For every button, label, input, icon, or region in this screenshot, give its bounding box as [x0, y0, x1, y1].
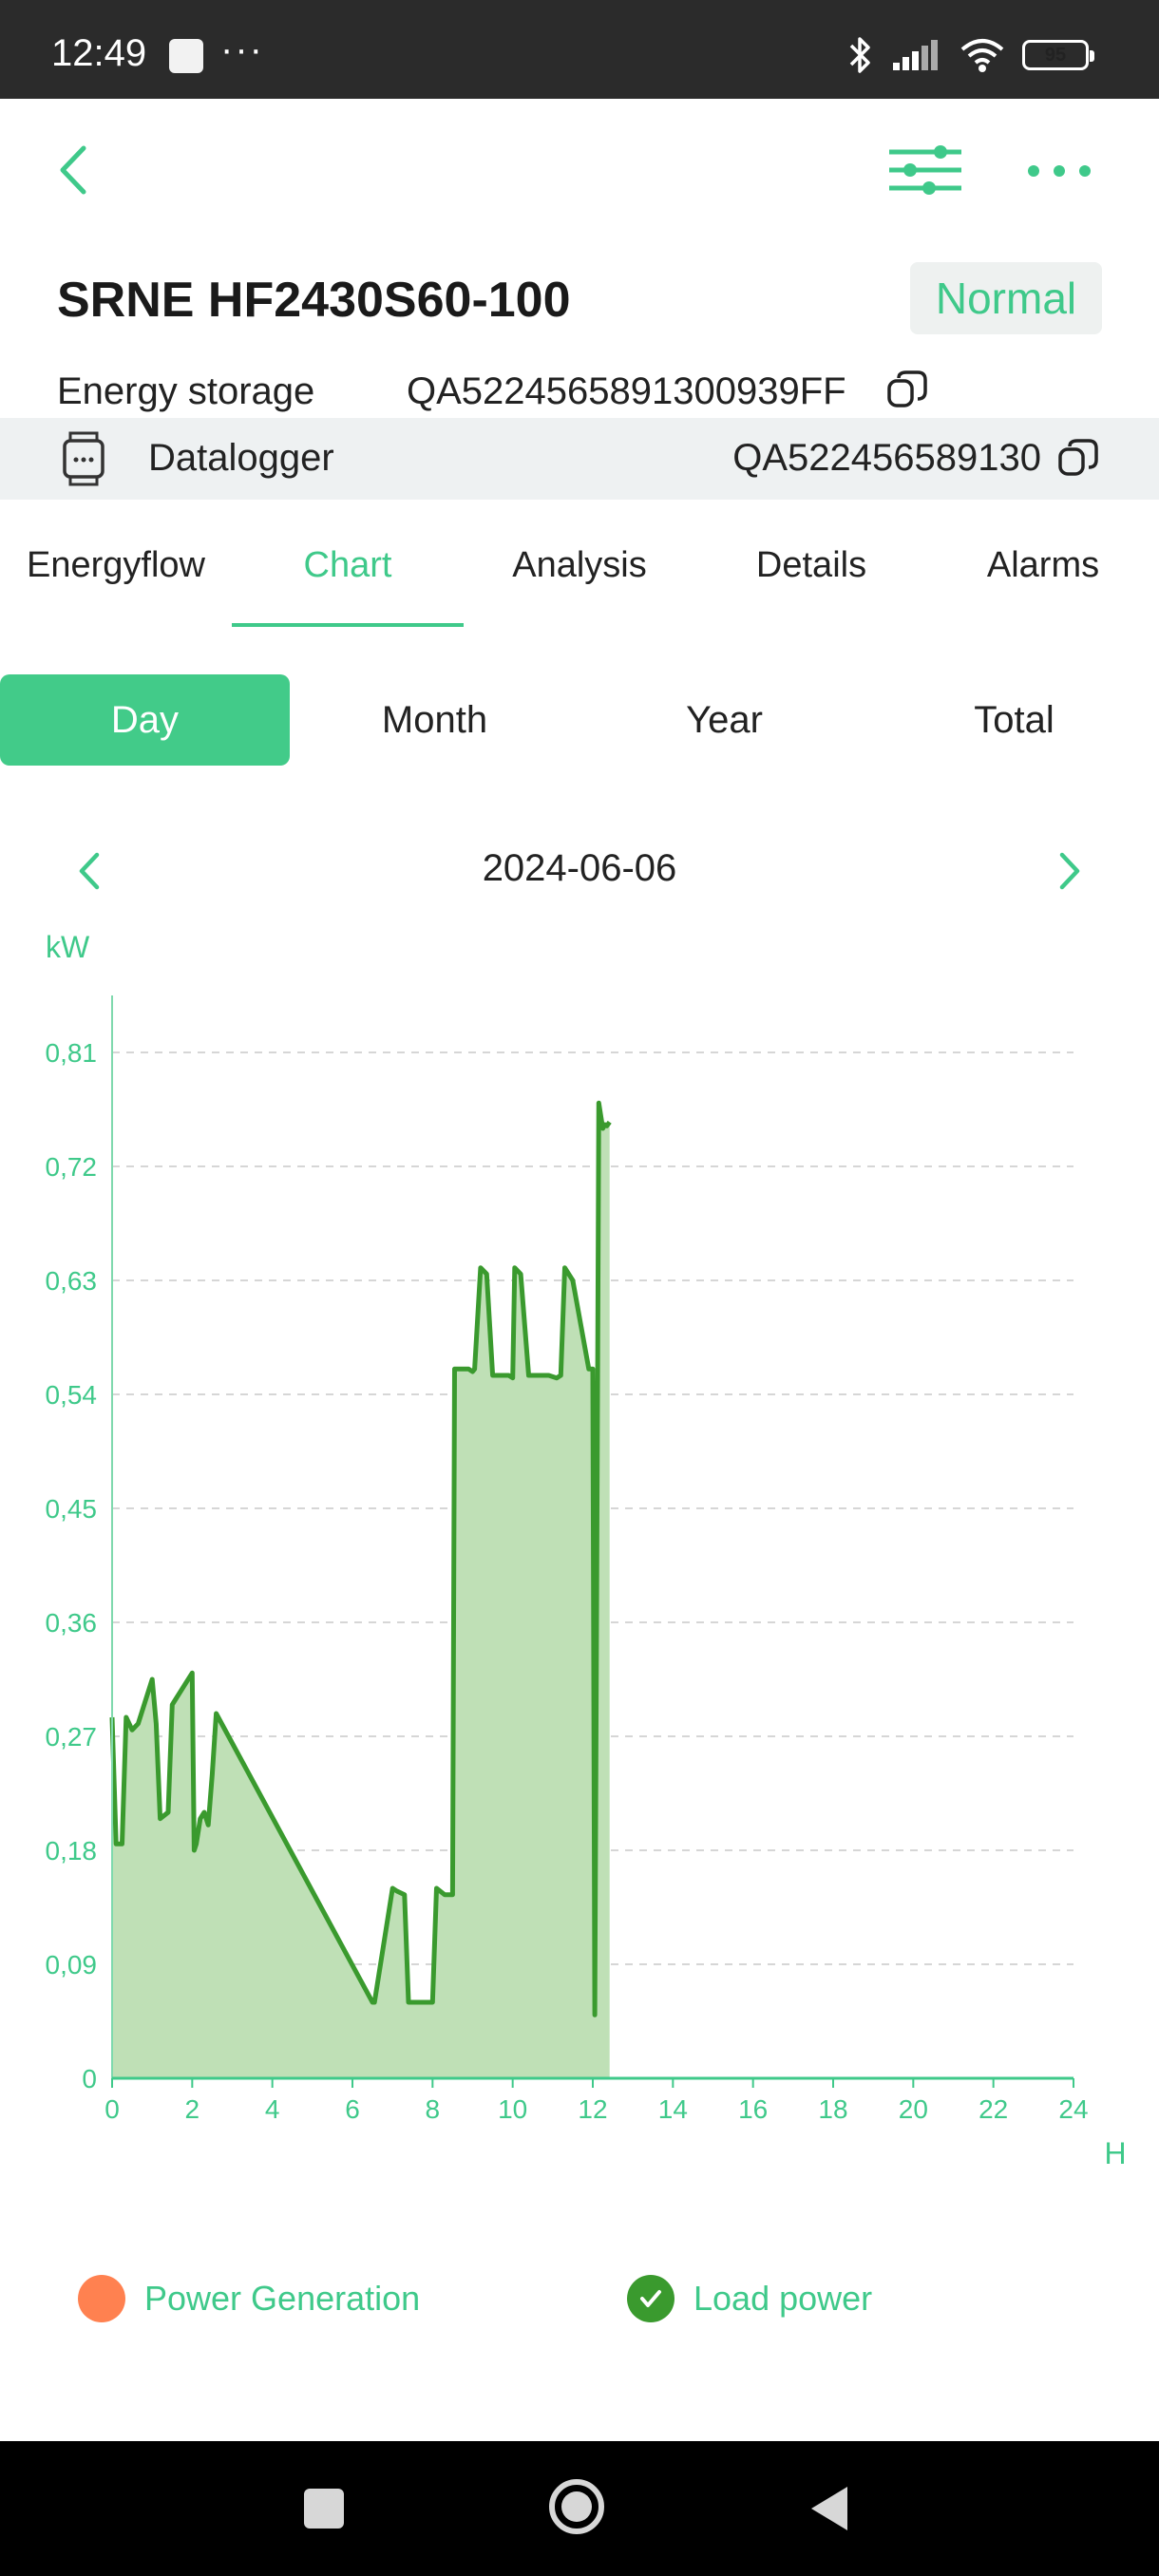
datalogger-serial: QA522456589130 — [732, 437, 1041, 479]
status-bar: 12:49 ··· 95 — [0, 0, 1159, 99]
y-tick-label: 0,36 — [46, 1608, 98, 1638]
legend-load-label: Load power — [694, 2279, 873, 2318]
system-nav-bar — [0, 2441, 1159, 2576]
y-tick-label: 0,09 — [46, 1950, 98, 1979]
x-tick-label: 14 — [658, 2094, 688, 2124]
tab-alarms[interactable]: Alarms — [986, 545, 1100, 585]
y-tick-label: 0,63 — [46, 1266, 98, 1296]
device-title: SRNE HF2430S60-100 — [57, 273, 571, 328]
energy-storage-label: Energy storage — [57, 370, 315, 412]
chart-svg: kW 0 0,09 0,18 0,27 0,36 0,45 0,54 0,63 0,72 0,81 0… — [46, 930, 1127, 2170]
next-date-icon[interactable] — [1051, 845, 1089, 897]
datalogger-row: Datalogger QA522456589130 — [0, 418, 1159, 500]
home-button[interactable] — [547, 2477, 606, 2536]
load-power-area — [112, 1103, 610, 2078]
x-tick-label: 22 — [978, 2094, 1008, 2124]
battery-level: 95 — [1044, 44, 1067, 66]
bluetooth-icon — [849, 37, 870, 73]
y-tick-label: 0,81 — [46, 1038, 98, 1068]
top-bar — [0, 99, 1159, 232]
y-tick-label: 0,54 — [46, 1380, 98, 1410]
status-badge: Normal — [910, 262, 1102, 334]
y-tick-label: 0,27 — [46, 1722, 98, 1752]
period-month[interactable]: Month — [381, 698, 488, 741]
signal-icon — [893, 40, 938, 70]
more-notifications-icon: ··· — [220, 28, 264, 70]
y-tick-label: 0,72 — [46, 1152, 98, 1182]
x-axis-unit: H — [1104, 2136, 1126, 2170]
check-icon — [627, 2275, 674, 2322]
x-tick-label: 0 — [104, 2094, 120, 2124]
date-label: 2024-06-06 — [482, 847, 677, 889]
legend-generation-label: Power Generation — [144, 2279, 421, 2318]
x-tick-label: 10 — [498, 2094, 527, 2124]
period-total[interactable]: Total — [974, 698, 1054, 741]
x-tick-label: 8 — [426, 2094, 441, 2124]
x-tick-label: 20 — [899, 2094, 928, 2124]
system-back-button[interactable] — [808, 2483, 851, 2534]
load-power-chart: kW 0 0,09 0,18 0,27 0,36 0,45 0,54 0,63 0,72 0,81 0… — [0, 912, 1159, 2194]
wifi-icon — [960, 39, 1004, 72]
status-icons: 95 — [846, 34, 1094, 76]
back-chevron-icon[interactable] — [49, 137, 97, 203]
active-tab-indicator — [232, 623, 464, 627]
y-tick-label: 0 — [82, 2064, 97, 2093]
battery-icon: 95 — [1022, 40, 1094, 70]
legend-power-generation[interactable]: Power Generation — [78, 2270, 420, 2327]
tab-bar: Energyflow Chart Analysis Details Alarms — [0, 532, 1159, 631]
x-tick-label: 4 — [265, 2094, 280, 2124]
tab-chart[interactable]: Chart — [303, 545, 392, 585]
x-tick-label: 6 — [345, 2094, 360, 2124]
datalogger-icon — [63, 431, 104, 486]
tab-details[interactable]: Details — [755, 545, 867, 585]
notification-app-icon — [169, 39, 203, 73]
x-tick-label: 12 — [578, 2094, 607, 2124]
generation-dot-icon — [78, 2275, 125, 2322]
load-power-line — [109, 1100, 612, 2017]
sliders-icon[interactable] — [885, 144, 965, 196]
copy-icon[interactable] — [1056, 437, 1100, 481]
more-dots-icon[interactable] — [1026, 154, 1092, 188]
x-tick-label: 18 — [818, 2094, 847, 2124]
y-tick-label: 0,18 — [46, 1836, 98, 1866]
copy-icon[interactable] — [885, 369, 929, 412]
chart-legend: Power Generation Load power — [0, 2270, 1159, 2327]
datalogger-label: Datalogger — [148, 437, 334, 479]
x-tick-label: 16 — [738, 2094, 768, 2124]
y-tick-label: 0,45 — [46, 1494, 98, 1524]
recents-button[interactable] — [304, 2489, 344, 2529]
status-time: 12:49 — [51, 32, 147, 74]
previous-date-icon[interactable] — [70, 845, 108, 897]
energy-storage-serial: QA5224565891300939FF — [407, 370, 846, 412]
period-day[interactable]: Day — [0, 674, 290, 766]
tab-analysis[interactable]: Analysis — [512, 545, 647, 585]
period-selector: Day Month Year Total — [0, 674, 1159, 766]
x-tick-label: 2 — [185, 2094, 200, 2124]
period-year[interactable]: Year — [686, 698, 763, 741]
legend-load-power[interactable]: Load power — [627, 2270, 872, 2327]
tab-energyflow[interactable]: Energyflow — [27, 545, 205, 585]
y-axis-unit: kW — [46, 930, 90, 964]
x-tick-label: 24 — [1058, 2094, 1088, 2124]
